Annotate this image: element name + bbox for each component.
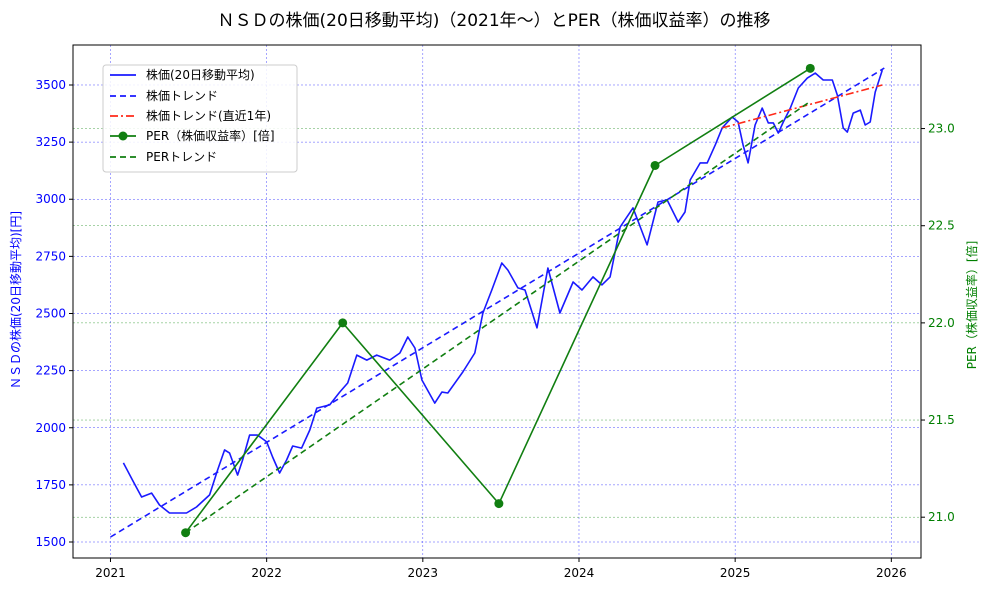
legend-box <box>102 64 298 173</box>
y-axis-label-left: ＮＳＤの株価(20日移動平均)[円] <box>8 211 23 389</box>
x-tick-label: 2026 <box>876 566 907 580</box>
x-tick-label: 2023 <box>408 566 439 580</box>
chart-title: ＮＳＤの株価(20日移動平均)（2021年〜）とPER（株価収益率）の推移 <box>218 11 771 31</box>
plot-frame <box>72 44 922 559</box>
series-line-4 <box>185 100 811 534</box>
y-tick-label-left: 2750 <box>35 249 66 263</box>
y-tick-label-left: 2250 <box>35 364 66 378</box>
per-marker <box>338 318 348 328</box>
y-tick-label-right: 23.0 <box>928 122 955 136</box>
y-tick-label-left: 2500 <box>35 306 66 320</box>
per-marker <box>805 63 815 73</box>
y-tick-label-right: 21.5 <box>928 413 955 427</box>
y-tick-label-left: 1750 <box>35 478 66 492</box>
y-tick-label-left: 3250 <box>35 135 66 149</box>
legend-label: 株価(20日移動平均) <box>146 67 255 82</box>
y-tick-label-left: 3000 <box>35 192 66 206</box>
series-layer <box>110 63 885 538</box>
series-line-0 <box>122 69 884 514</box>
y-axis-label-right: PER（株価収益率）[倍] <box>964 241 979 370</box>
legend-marker <box>118 131 128 141</box>
y-tick-label-right: 22.5 <box>928 219 955 233</box>
x-tick-label: 2022 <box>251 566 282 580</box>
per-marker <box>650 160 660 170</box>
y-tick-label-left: 2000 <box>35 421 66 435</box>
y-tick-label-right: 21.0 <box>928 510 955 524</box>
x-tick-label: 2021 <box>95 566 126 580</box>
y-tick-label-right: 22.0 <box>928 316 955 330</box>
series-line-1 <box>110 67 885 538</box>
legend-label: PER（株価収益率）[倍] <box>146 128 275 143</box>
y-tick-label-left: 1500 <box>35 535 66 549</box>
legend-label: PERトレンド <box>146 150 217 164</box>
legend-label: 株価トレンド(直近1年) <box>146 108 271 123</box>
x-tick-label: 2024 <box>564 566 595 580</box>
y-tick-label-left: 3500 <box>35 78 66 92</box>
legend-label: 株価トレンド <box>146 88 218 103</box>
per-marker <box>494 499 504 509</box>
series-line-2 <box>721 84 883 129</box>
axes: 2021 2022 2023 2024 2025 2026 1500 1750 2000 2250… <box>35 44 955 580</box>
x-tick-label: 2025 <box>720 566 751 580</box>
